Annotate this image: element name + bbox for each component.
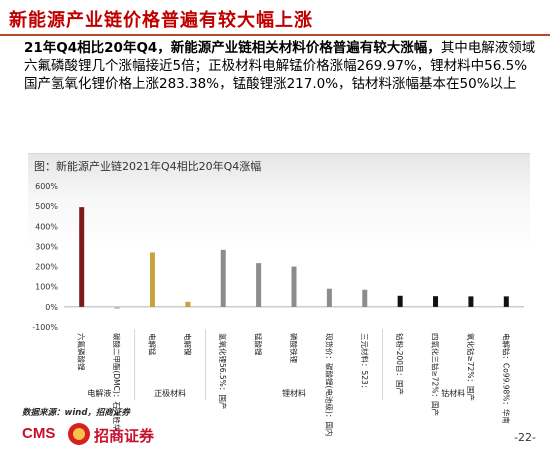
bar — [433, 296, 439, 307]
x-category-label: 电解锰 — [147, 333, 157, 356]
logo-text: CMS — [22, 425, 56, 442]
bar — [185, 301, 191, 307]
y-tick-label: 0% — [45, 303, 58, 312]
y-tick-label: 500% — [35, 202, 58, 211]
group-label: 正极材料 — [154, 388, 186, 398]
bar — [114, 306, 120, 309]
bar — [291, 266, 297, 307]
y-tick-label: 400% — [35, 222, 58, 231]
bar — [149, 252, 155, 307]
y-tick-label: -100% — [32, 323, 58, 332]
x-category-label: 锰酸锂 — [254, 333, 264, 356]
x-category-label: 电解钴：Co99.98%：华南 — [501, 333, 511, 424]
x-category-label: 钴粉-200目：国产 — [395, 333, 405, 395]
x-category-label: 磷酸铁锂 — [289, 333, 299, 363]
x-category-label: 现货价：碳酸锂(电池级)：国内 — [324, 333, 334, 436]
bar — [220, 249, 226, 307]
slide-title: 新能源产业链价格普遍有较大幅上涨 — [9, 10, 313, 31]
y-tick-label: 600% — [35, 182, 58, 191]
x-category-label: 电解镍 — [183, 333, 193, 356]
x-category-label: 六氟磷酸锂 — [77, 333, 87, 371]
group-label: 钴材料 — [441, 388, 465, 398]
logo-badge-icon — [68, 423, 90, 445]
title-divider — [0, 34, 550, 36]
x-category-label: 四氧化三钴≥72%：国产 — [431, 333, 441, 416]
bar — [397, 295, 403, 307]
logo-company-name: 招商证券 — [94, 427, 155, 445]
x-category-label: 三元材料：523： — [360, 333, 370, 392]
bar — [256, 263, 262, 307]
summary-lead: 21年Q4相比20年Q4，新能源产业链相关材料价格普遍有较大涨幅， — [24, 40, 441, 56]
bar — [503, 296, 509, 307]
chart-title: 图：新能源产业链2021年Q4相比20年Q4涨幅 — [34, 160, 262, 173]
group-label: 电解液 — [87, 388, 111, 398]
page-number: -22- — [514, 431, 536, 444]
x-category-label: 氧化钴≥72%：国产 — [466, 333, 476, 401]
x-category-label: 氢氧化锂56.5%：国产 — [218, 333, 228, 409]
bar — [468, 296, 474, 307]
data-source: 数据来源：wind，招商证券 — [22, 408, 130, 418]
bar — [362, 289, 368, 307]
bar — [326, 288, 332, 307]
summary-body: 其中电解液领域六氟磷酸锂几个涨幅接近5倍；正极材料电解锰价格涨幅269.97%，… — [24, 40, 536, 92]
bar — [79, 207, 85, 307]
y-tick-label: 200% — [35, 263, 58, 272]
group-label: 锂材料 — [282, 388, 306, 398]
x-category-label: 碳酸二甲酯(DMC)：石大胜华 — [112, 333, 122, 432]
y-tick-label: 100% — [35, 283, 58, 292]
y-tick-label: 300% — [35, 242, 58, 251]
summary-text: 21年Q4相比20年Q4，新能源产业链相关材料价格普遍有较大涨幅，其中电解液领域… — [24, 39, 540, 93]
chart-panel — [28, 153, 530, 397]
